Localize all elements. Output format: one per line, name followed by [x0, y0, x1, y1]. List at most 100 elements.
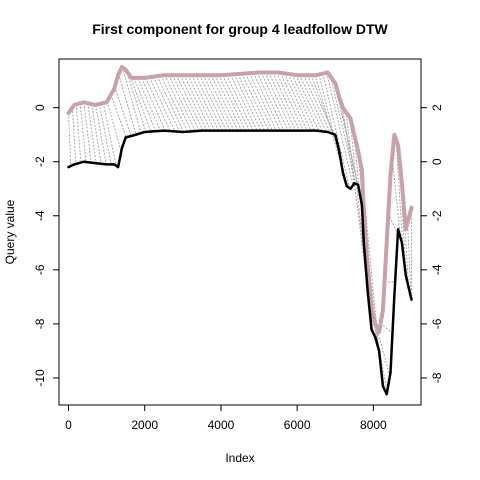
- warping-line: [407, 222, 412, 299]
- x-tick-label: 8000: [360, 418, 387, 432]
- warping-line: [183, 74, 212, 131]
- warping-line: [172, 74, 200, 132]
- warping-line: [391, 157, 401, 238]
- warping-line: [229, 74, 258, 131]
- warping-line: [218, 74, 246, 131]
- y-right-tick-label: -8: [430, 372, 444, 383]
- warping-line: [253, 72, 281, 131]
- warping-line: [160, 75, 189, 132]
- y-left-tick-label: 0: [33, 104, 47, 111]
- warping-line: [326, 72, 354, 186]
- warping-line: [148, 77, 176, 132]
- warping-line: [156, 75, 185, 133]
- x-axis-label: Index: [225, 451, 254, 465]
- warping-line: [299, 74, 327, 133]
- warping-line: [295, 74, 323, 132]
- warping-line: [152, 76, 181, 133]
- warping-line: [87, 103, 97, 164]
- warping-line: [403, 205, 409, 287]
- warping-line: [133, 77, 157, 132]
- warping-line: [233, 74, 262, 131]
- query-series-line: [67, 129, 413, 396]
- warping-line: [68, 113, 72, 167]
- x-tick-label: 4000: [208, 418, 235, 432]
- warping-line: [71, 107, 77, 165]
- warping-line: [187, 74, 216, 131]
- warping-line: [337, 93, 363, 205]
- warping-line: [75, 104, 82, 163]
- warping-line: [125, 70, 147, 133]
- warping-line: [249, 72, 277, 131]
- warping-line: [237, 73, 266, 131]
- warping-line: [110, 94, 127, 138]
- warping-line: [276, 72, 304, 131]
- warping-line: [222, 74, 250, 131]
- warping-line: [164, 74, 192, 132]
- y-left-tick-label: -2: [33, 156, 47, 167]
- y-axis-right: 2 0 -2 -4 -6 -8: [421, 104, 444, 383]
- x-tick-label: 0: [65, 418, 72, 432]
- y-left-tick-label: -8: [33, 318, 47, 329]
- plot-frame: [58, 58, 422, 406]
- y-left-tick-label: -4: [33, 210, 47, 221]
- x-tick-label: 2000: [131, 418, 158, 432]
- warping-line: [91, 104, 102, 164]
- warping-line: [122, 67, 142, 134]
- y-left-tick-label: -6: [33, 264, 47, 275]
- warping-line: [106, 101, 122, 152]
- y-right-tick-label: -2: [430, 210, 444, 221]
- warping-line: [268, 72, 297, 131]
- y-axis-label: Query value: [3, 199, 17, 264]
- warping-line: [191, 74, 219, 131]
- reference-series-layer: [66, 65, 414, 334]
- y-right-tick-label: -6: [430, 318, 444, 329]
- chart-title: First component for group 4 leadfollow D…: [92, 21, 388, 37]
- x-axis: 0 2000 4000 6000 8000: [65, 405, 387, 432]
- warping-line: [214, 74, 243, 131]
- warping-line: [118, 73, 137, 135]
- warping-line: [226, 74, 254, 131]
- warping-line: [283, 73, 312, 131]
- warping-line: [341, 105, 366, 255]
- y-left-tick-label: -10: [33, 369, 47, 387]
- warping-line: [303, 74, 331, 134]
- warping-line: [245, 73, 273, 131]
- y-right-tick-label: -4: [430, 264, 444, 275]
- query-series-layer: [67, 129, 413, 396]
- warping-line: [260, 72, 289, 131]
- warping-line: [241, 73, 270, 131]
- warping-line: [168, 74, 196, 132]
- warping-line: [272, 72, 300, 131]
- warping-line: [195, 74, 223, 131]
- warping-line: [102, 102, 117, 166]
- warping-line: [314, 75, 343, 167]
- warping-line: [380, 322, 393, 334]
- warping-line: [360, 167, 380, 351]
- warping-line: [114, 86, 132, 137]
- warping-line: [206, 74, 235, 131]
- warping-line: [256, 72, 285, 131]
- warping-line: [395, 139, 404, 254]
- warping-line: [179, 74, 208, 131]
- warping-line: [202, 74, 231, 131]
- x-tick-label: 6000: [284, 418, 311, 432]
- warping-line: [141, 77, 166, 131]
- y-axis-left: 0 -2 -4 -6 -8 -10: [33, 104, 59, 387]
- warping-line: [280, 72, 308, 131]
- warping-lines: [68, 67, 412, 393]
- reference-series-line: [66, 65, 414, 334]
- warping-line: [145, 77, 171, 132]
- warping-line: [199, 74, 227, 131]
- warping-line: [129, 76, 152, 132]
- warping-line: [210, 74, 239, 131]
- warping-line: [83, 102, 92, 163]
- y-right-tick-label: 2: [430, 104, 444, 111]
- warping-line: [95, 104, 107, 165]
- warping-line: [376, 326, 391, 377]
- warping-line: [79, 103, 87, 163]
- warping-line: [137, 77, 161, 132]
- warping-line: [175, 74, 204, 131]
- y-right-tick-label: 0: [430, 158, 444, 165]
- warping-line: [264, 72, 293, 131]
